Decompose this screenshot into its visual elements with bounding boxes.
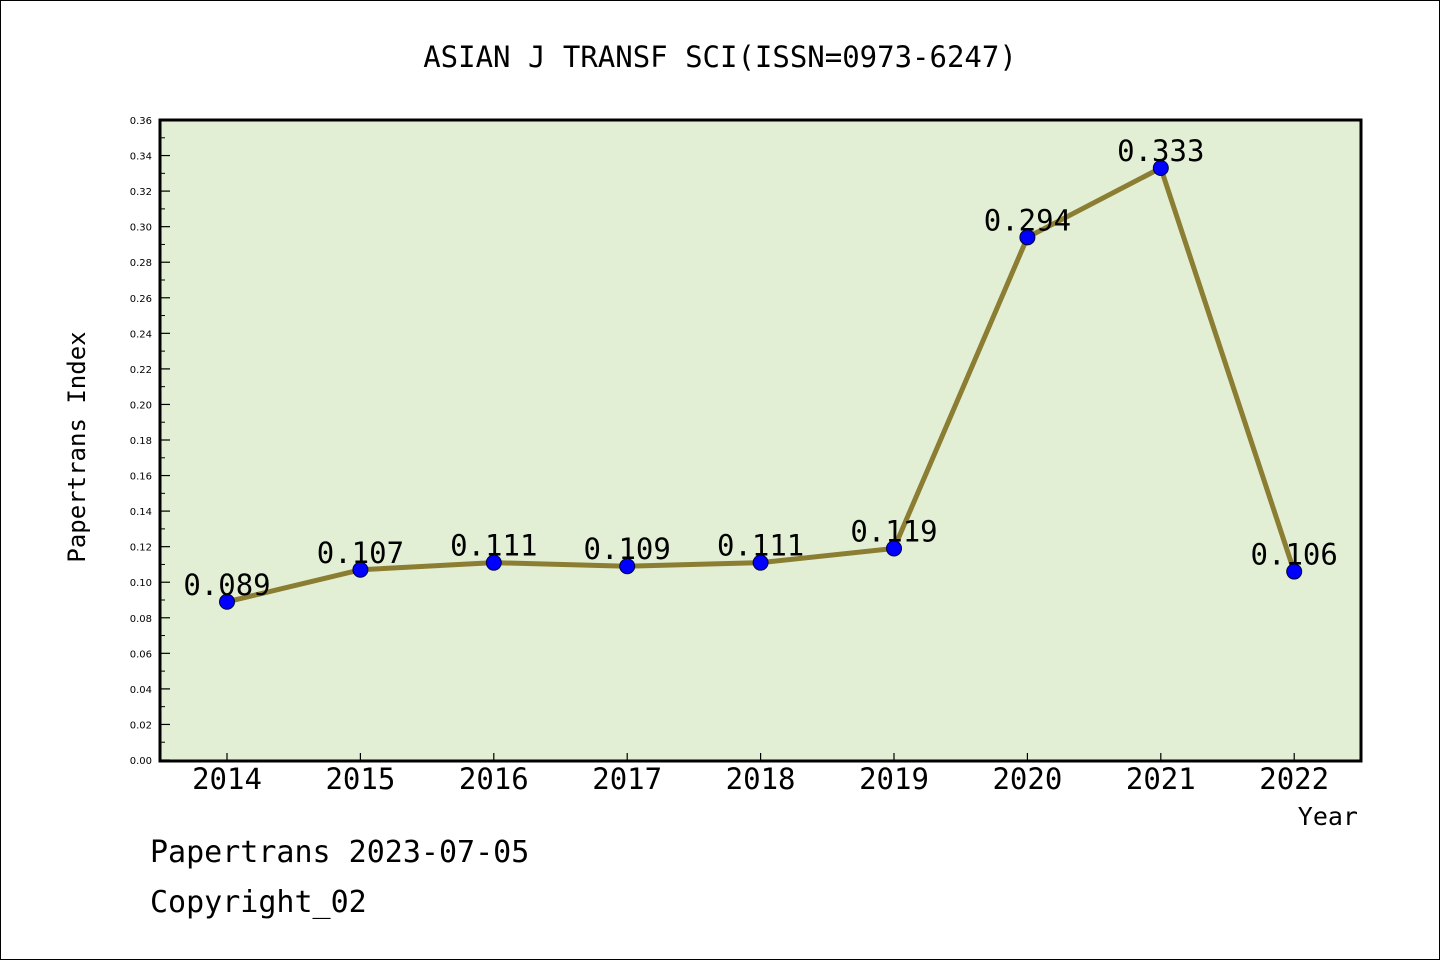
data-point: [219, 593, 235, 610]
y-tick-label: 0.30: [130, 223, 152, 234]
y-tick-label: 0.16: [130, 472, 152, 483]
x-axis: 2014 2015 2016 2017 2018 2019 2020 2021 2022: [192, 753, 1329, 796]
data-point: [886, 540, 902, 557]
data-label: 0.294: [984, 203, 1071, 237]
data-point: [352, 561, 369, 578]
y-tick-label: 0.00: [130, 756, 152, 767]
data-point: [1019, 229, 1036, 246]
y-tick-label: 0.12: [130, 543, 152, 554]
data-label: 0.119: [850, 514, 937, 548]
data-label: 0.107: [317, 536, 404, 570]
y-tick-label: 0.34: [130, 152, 152, 163]
data-point: [752, 554, 769, 571]
x-tick-label: 2015: [325, 762, 395, 796]
x-tick-label: 2014: [192, 762, 262, 796]
data-point: [1286, 563, 1303, 580]
chart-title: ASIAN J TRANSF SCI(ISSN=0973-6247): [423, 40, 1017, 74]
y-tick-label: 0.06: [130, 649, 152, 660]
y-axis: 0.00 0.02 0.04 0.06 0.08 0.10 0.12 0.14 0.16 0.18…: [130, 116, 170, 767]
data-point: [485, 554, 502, 571]
data-label: 0.109: [584, 532, 671, 566]
y-tick-label: 0.18: [130, 436, 152, 447]
y-tick-label: 0.28: [130, 258, 152, 269]
x-tick-label: 2022: [1259, 762, 1329, 796]
y-tick-label: 0.08: [130, 614, 152, 625]
x-tick-label: 2020: [992, 762, 1062, 796]
footer-copyright: Copyright_02: [150, 885, 367, 920]
y-tick-label: 0.04: [130, 685, 152, 696]
plot-area: [158, 118, 1363, 763]
data-point: [1152, 160, 1169, 176]
y-tick-label: 0.14: [130, 507, 152, 518]
data-label: 0.106: [1251, 538, 1338, 572]
x-tick-label: 2017: [592, 762, 662, 796]
data-label: 0.089: [183, 568, 270, 602]
y-tick-label: 0.36: [130, 116, 152, 127]
y-axis-label: Papertrans Index: [63, 331, 91, 562]
x-axis-label: Year: [1298, 802, 1358, 831]
x-tick-label: 2016: [459, 762, 529, 796]
data-label: 0.111: [450, 529, 537, 563]
x-tick-label: 2018: [726, 762, 796, 796]
y-tick-label: 0.24: [130, 329, 152, 340]
x-tick-label: 2019: [859, 762, 929, 796]
y-tick-label: 0.10: [130, 578, 152, 589]
x-tick-label: 2021: [1126, 762, 1196, 796]
y-tick-label: 0.22: [130, 365, 152, 376]
data-point: [619, 558, 636, 575]
data-label: 0.333: [1117, 134, 1204, 168]
footer-date: Papertrans 2023-07-05: [150, 835, 530, 870]
y-tick-label: 0.02: [130, 720, 152, 731]
data-label: 0.111: [717, 529, 804, 563]
y-tick-label: 0.20: [130, 400, 152, 411]
y-tick-label: 0.32: [130, 187, 152, 198]
y-tick-label: 0.26: [130, 294, 152, 305]
series-layer: 0.089 0.107 0.111 0.109 0.111 0.119 0.294 0.333…: [183, 134, 1338, 610]
